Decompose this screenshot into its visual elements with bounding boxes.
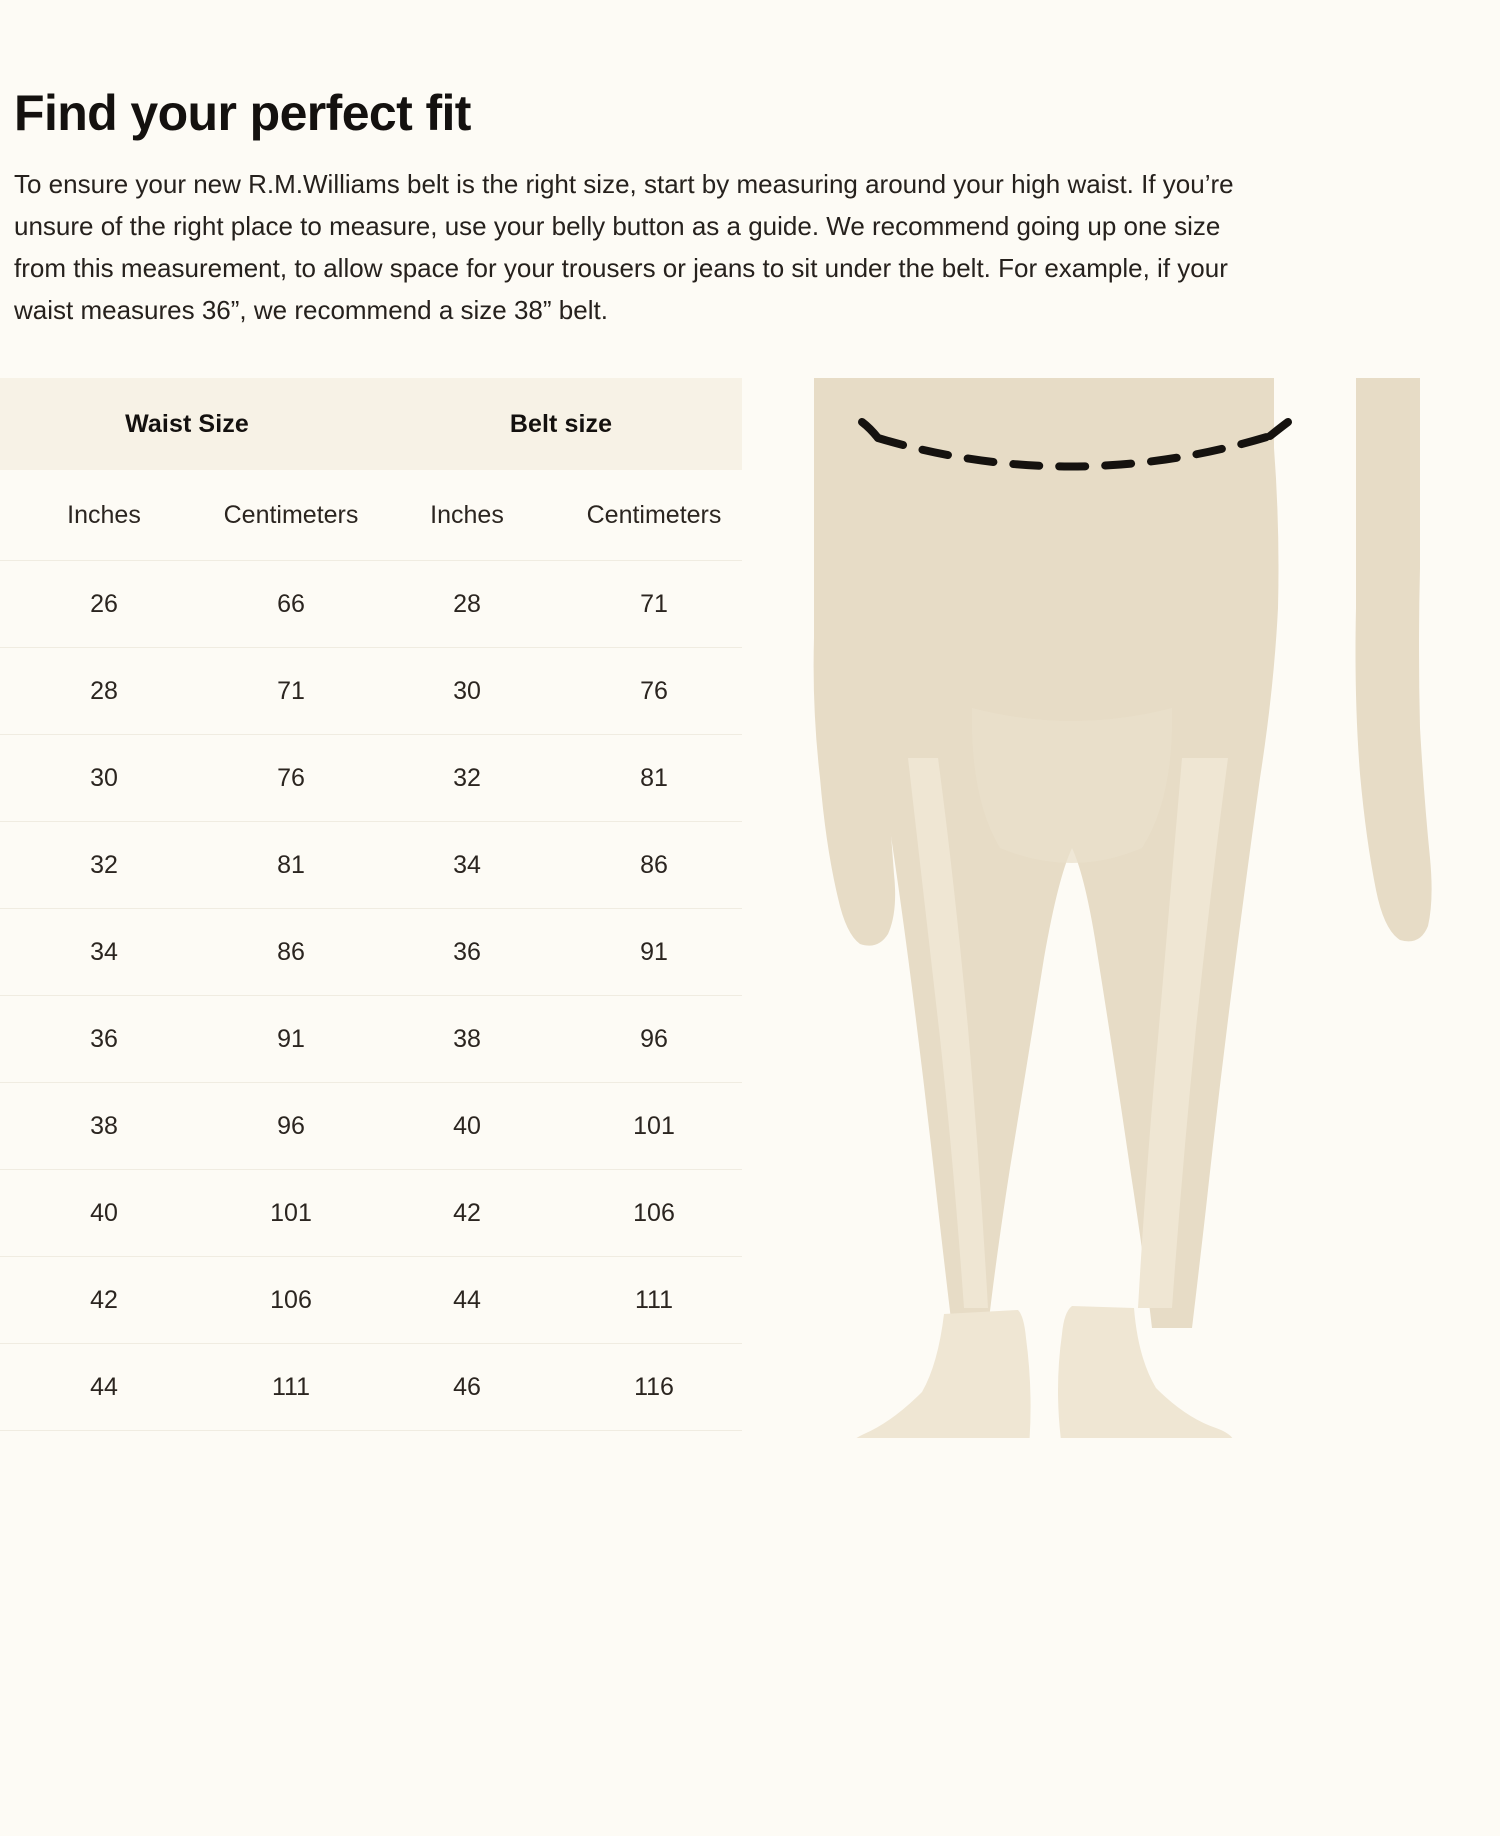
cell-waist-inches: 32 — [90, 850, 118, 879]
cell-waist-inches: 28 — [90, 676, 118, 705]
right-shoe-shape — [1058, 1306, 1233, 1438]
cell-waist-inches: 38 — [90, 1111, 118, 1140]
cell-belt-inches: 36 — [453, 937, 481, 966]
column-header-row: Inches Centimeters Inches Centimeters — [0, 470, 748, 561]
cell-belt-inches: 42 — [453, 1198, 481, 1227]
cell-waist-inches: 40 — [90, 1198, 118, 1227]
cell-waist-centimeters: 86 — [277, 937, 305, 966]
table-row: 40 101 42 106 — [0, 1169, 748, 1257]
group-header-belt-size: Belt size — [374, 378, 748, 470]
intro-paragraph: To ensure your new R.M.Williams belt is … — [14, 169, 1234, 326]
right-arm-shape — [1355, 378, 1432, 942]
waist-measure-dashed-line — [874, 432, 1274, 471]
table-row: 28 71 30 76 — [0, 647, 748, 735]
cell-belt-inches: 30 — [453, 676, 481, 705]
right-leg-highlight — [1138, 758, 1228, 1308]
table-row: 44 111 46 116 — [0, 1343, 748, 1431]
cell-waist-inches: 30 — [90, 763, 118, 792]
cell-belt-inches: 28 — [453, 589, 481, 618]
cell-waist-centimeters: 106 — [270, 1285, 312, 1314]
cell-belt-inches: 44 — [453, 1285, 481, 1314]
cell-waist-inches: 44 — [90, 1372, 118, 1401]
figure-svg — [813, 378, 1432, 1438]
left-leg-highlight — [908, 758, 988, 1308]
cell-waist-centimeters: 81 — [277, 850, 305, 879]
intro-block: Find your perfect fit To ensure your new… — [14, 86, 1284, 331]
cell-belt-inches: 38 — [453, 1024, 481, 1053]
table-row: 36 91 38 96 — [0, 995, 748, 1083]
cell-belt-inches: 32 — [453, 763, 481, 792]
cell-belt-centimeters: 81 — [640, 763, 668, 792]
group-header-row: Waist Size Belt size — [0, 378, 748, 470]
cell-belt-centimeters: 91 — [640, 937, 668, 966]
column-header-belt-centimeters: Centimeters — [586, 500, 722, 529]
left-shoe-shape — [856, 1310, 1031, 1438]
cell-waist-centimeters: 71 — [277, 676, 305, 705]
table-row: 30 76 32 81 — [0, 734, 748, 822]
seat-shading — [971, 708, 1173, 863]
cell-waist-centimeters: 111 — [271, 1372, 310, 1401]
cell-belt-inches: 46 — [453, 1372, 481, 1401]
table-row: 32 81 34 86 — [0, 821, 748, 909]
cell-belt-centimeters: 76 — [640, 676, 668, 705]
cell-waist-inches: 36 — [90, 1024, 118, 1053]
cell-belt-centimeters: 111 — [634, 1285, 673, 1314]
waist-measurement-illustration — [742, 378, 1500, 1438]
cell-waist-centimeters: 76 — [277, 763, 305, 792]
cell-belt-centimeters: 96 — [640, 1024, 668, 1053]
column-header-belt-inches: Inches — [430, 500, 504, 529]
cell-belt-centimeters: 106 — [633, 1198, 675, 1227]
group-header-waist-size: Waist Size — [0, 378, 374, 470]
cell-waist-inches: 34 — [90, 937, 118, 966]
cell-belt-centimeters: 86 — [640, 850, 668, 879]
table-row: 34 86 36 91 — [0, 908, 748, 996]
cell-waist-inches: 26 — [90, 589, 118, 618]
table-head: Waist Size Belt size Inches Centimeters … — [0, 378, 748, 561]
cell-belt-centimeters: 116 — [634, 1372, 674, 1401]
waist-measure-right-tick — [1266, 418, 1292, 440]
column-header-waist-inches: Inches — [67, 500, 141, 529]
cell-belt-centimeters: 71 — [640, 589, 668, 618]
table-row: 42 106 44 111 — [0, 1256, 748, 1344]
table-body: 26 66 28 71 28 71 30 76 30 76 32 81 32 81 34 86 34 86 36 91… — [0, 560, 748, 1431]
cell-waist-inches: 42 — [90, 1285, 118, 1314]
cell-waist-centimeters: 96 — [277, 1111, 305, 1140]
size-guide-content: Waist Size Belt size Inches Centimeters … — [0, 378, 1500, 1438]
waist-measure-left-tick — [858, 418, 882, 442]
size-table-container: Waist Size Belt size Inches Centimeters … — [0, 378, 748, 1431]
cell-waist-centimeters: 91 — [277, 1024, 305, 1053]
table-row: 38 96 40 101 — [0, 1082, 748, 1170]
cell-belt-inches: 40 — [453, 1111, 481, 1140]
cell-waist-centimeters: 66 — [277, 589, 305, 618]
cell-belt-centimeters: 101 — [633, 1111, 675, 1140]
column-header-waist-centimeters: Centimeters — [223, 500, 359, 529]
cell-belt-inches: 34 — [453, 850, 481, 879]
cell-waist-centimeters: 101 — [270, 1198, 312, 1227]
belt-size-table: Waist Size Belt size Inches Centimeters … — [0, 378, 748, 1431]
page-title: Find your perfect fit — [14, 85, 471, 141]
table-row: 26 66 28 71 — [0, 560, 748, 648]
